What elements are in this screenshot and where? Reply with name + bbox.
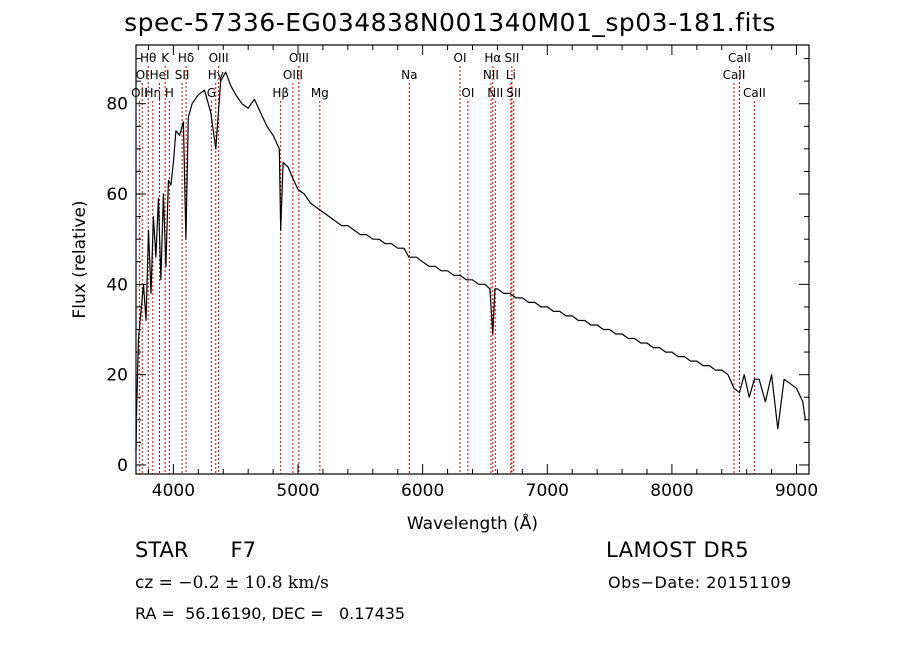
line-marker-label: CaII: [743, 86, 766, 100]
line-marker-label: CaII: [728, 51, 751, 65]
line-marker-label: G: [207, 86, 216, 100]
spectrum-line: [135, 71, 806, 452]
y-tick-label: 60: [106, 185, 128, 205]
line-marker-label: Hη: [145, 86, 162, 100]
object-class: STAR: [135, 538, 189, 562]
line-marker-label: Na: [401, 68, 417, 82]
chart-title: spec-57336-EG034838N001340M01_sp03-181.f…: [124, 8, 776, 37]
y-tick-label: 20: [106, 366, 128, 386]
line-marker-label: OI: [461, 86, 474, 100]
line-marker-label: Hθ: [140, 51, 156, 65]
x-tick-label: 4000: [152, 481, 195, 501]
x-tick-label: 9000: [775, 481, 818, 501]
object-class-text: STAR F7: [135, 538, 256, 562]
line-marker-label: Hδ: [178, 51, 194, 65]
line-marker-label: SII: [506, 86, 521, 100]
line-marker-label: OI: [136, 68, 149, 82]
line-marker-label: SII: [175, 68, 190, 82]
x-tick-label: 6000: [401, 481, 444, 501]
line-marker-label: H: [165, 86, 174, 100]
survey-label: LAMOST DR5: [606, 538, 750, 562]
y-tick-label: 80: [106, 95, 128, 115]
line-marker-label: CaII: [723, 68, 746, 82]
cz-value: −0.2 ± 10.8 km/s: [178, 573, 329, 593]
x-tick-label: 5000: [276, 481, 319, 501]
x-axis-label: Wavelength (Å): [407, 512, 538, 534]
line-marker-label: Hα: [484, 51, 501, 65]
line-marker-label: OIII: [283, 68, 303, 82]
line-marker-label: OIII: [209, 51, 229, 65]
line-marker-label: SII: [505, 51, 520, 65]
x-tick-label: 7000: [526, 481, 569, 501]
line-marker-label: HeI: [150, 68, 170, 82]
plot-frame: [135, 44, 810, 475]
object-subclass: F7: [230, 538, 256, 562]
observation-date: Obs−Date: 20151109: [608, 573, 792, 592]
line-marker-label: NII: [487, 86, 503, 100]
y-tick-label: 40: [106, 275, 128, 295]
line-marker-label: Mg: [311, 86, 329, 100]
line-marker-label: Hβ: [272, 86, 289, 100]
line-marker-label: K: [161, 51, 170, 65]
line-marker-label: OIII: [289, 51, 309, 65]
x-tick-label: 8000: [650, 481, 693, 501]
line-marker-label: Li: [506, 68, 516, 82]
y-axis-label: Flux (relative): [70, 200, 90, 318]
cz-label: cz =: [135, 573, 173, 593]
redshift-text: cz = −0.2 ± 10.8 km/s: [135, 573, 329, 593]
line-marker-label: OI: [454, 51, 467, 65]
y-tick-label: 0: [117, 456, 128, 476]
line-marker-label: Hγ: [208, 68, 224, 82]
line-marker-label: NII: [483, 68, 499, 82]
line-marker-label: OII: [131, 86, 148, 100]
ra-dec-coordinates: RA = 56.16190, DEC = 0.17435: [135, 604, 406, 623]
